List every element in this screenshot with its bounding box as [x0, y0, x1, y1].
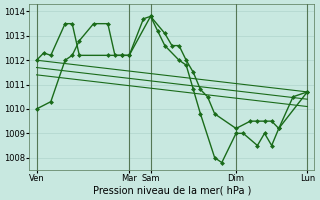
X-axis label: Pression niveau de la mer( hPa ): Pression niveau de la mer( hPa )	[93, 186, 251, 196]
